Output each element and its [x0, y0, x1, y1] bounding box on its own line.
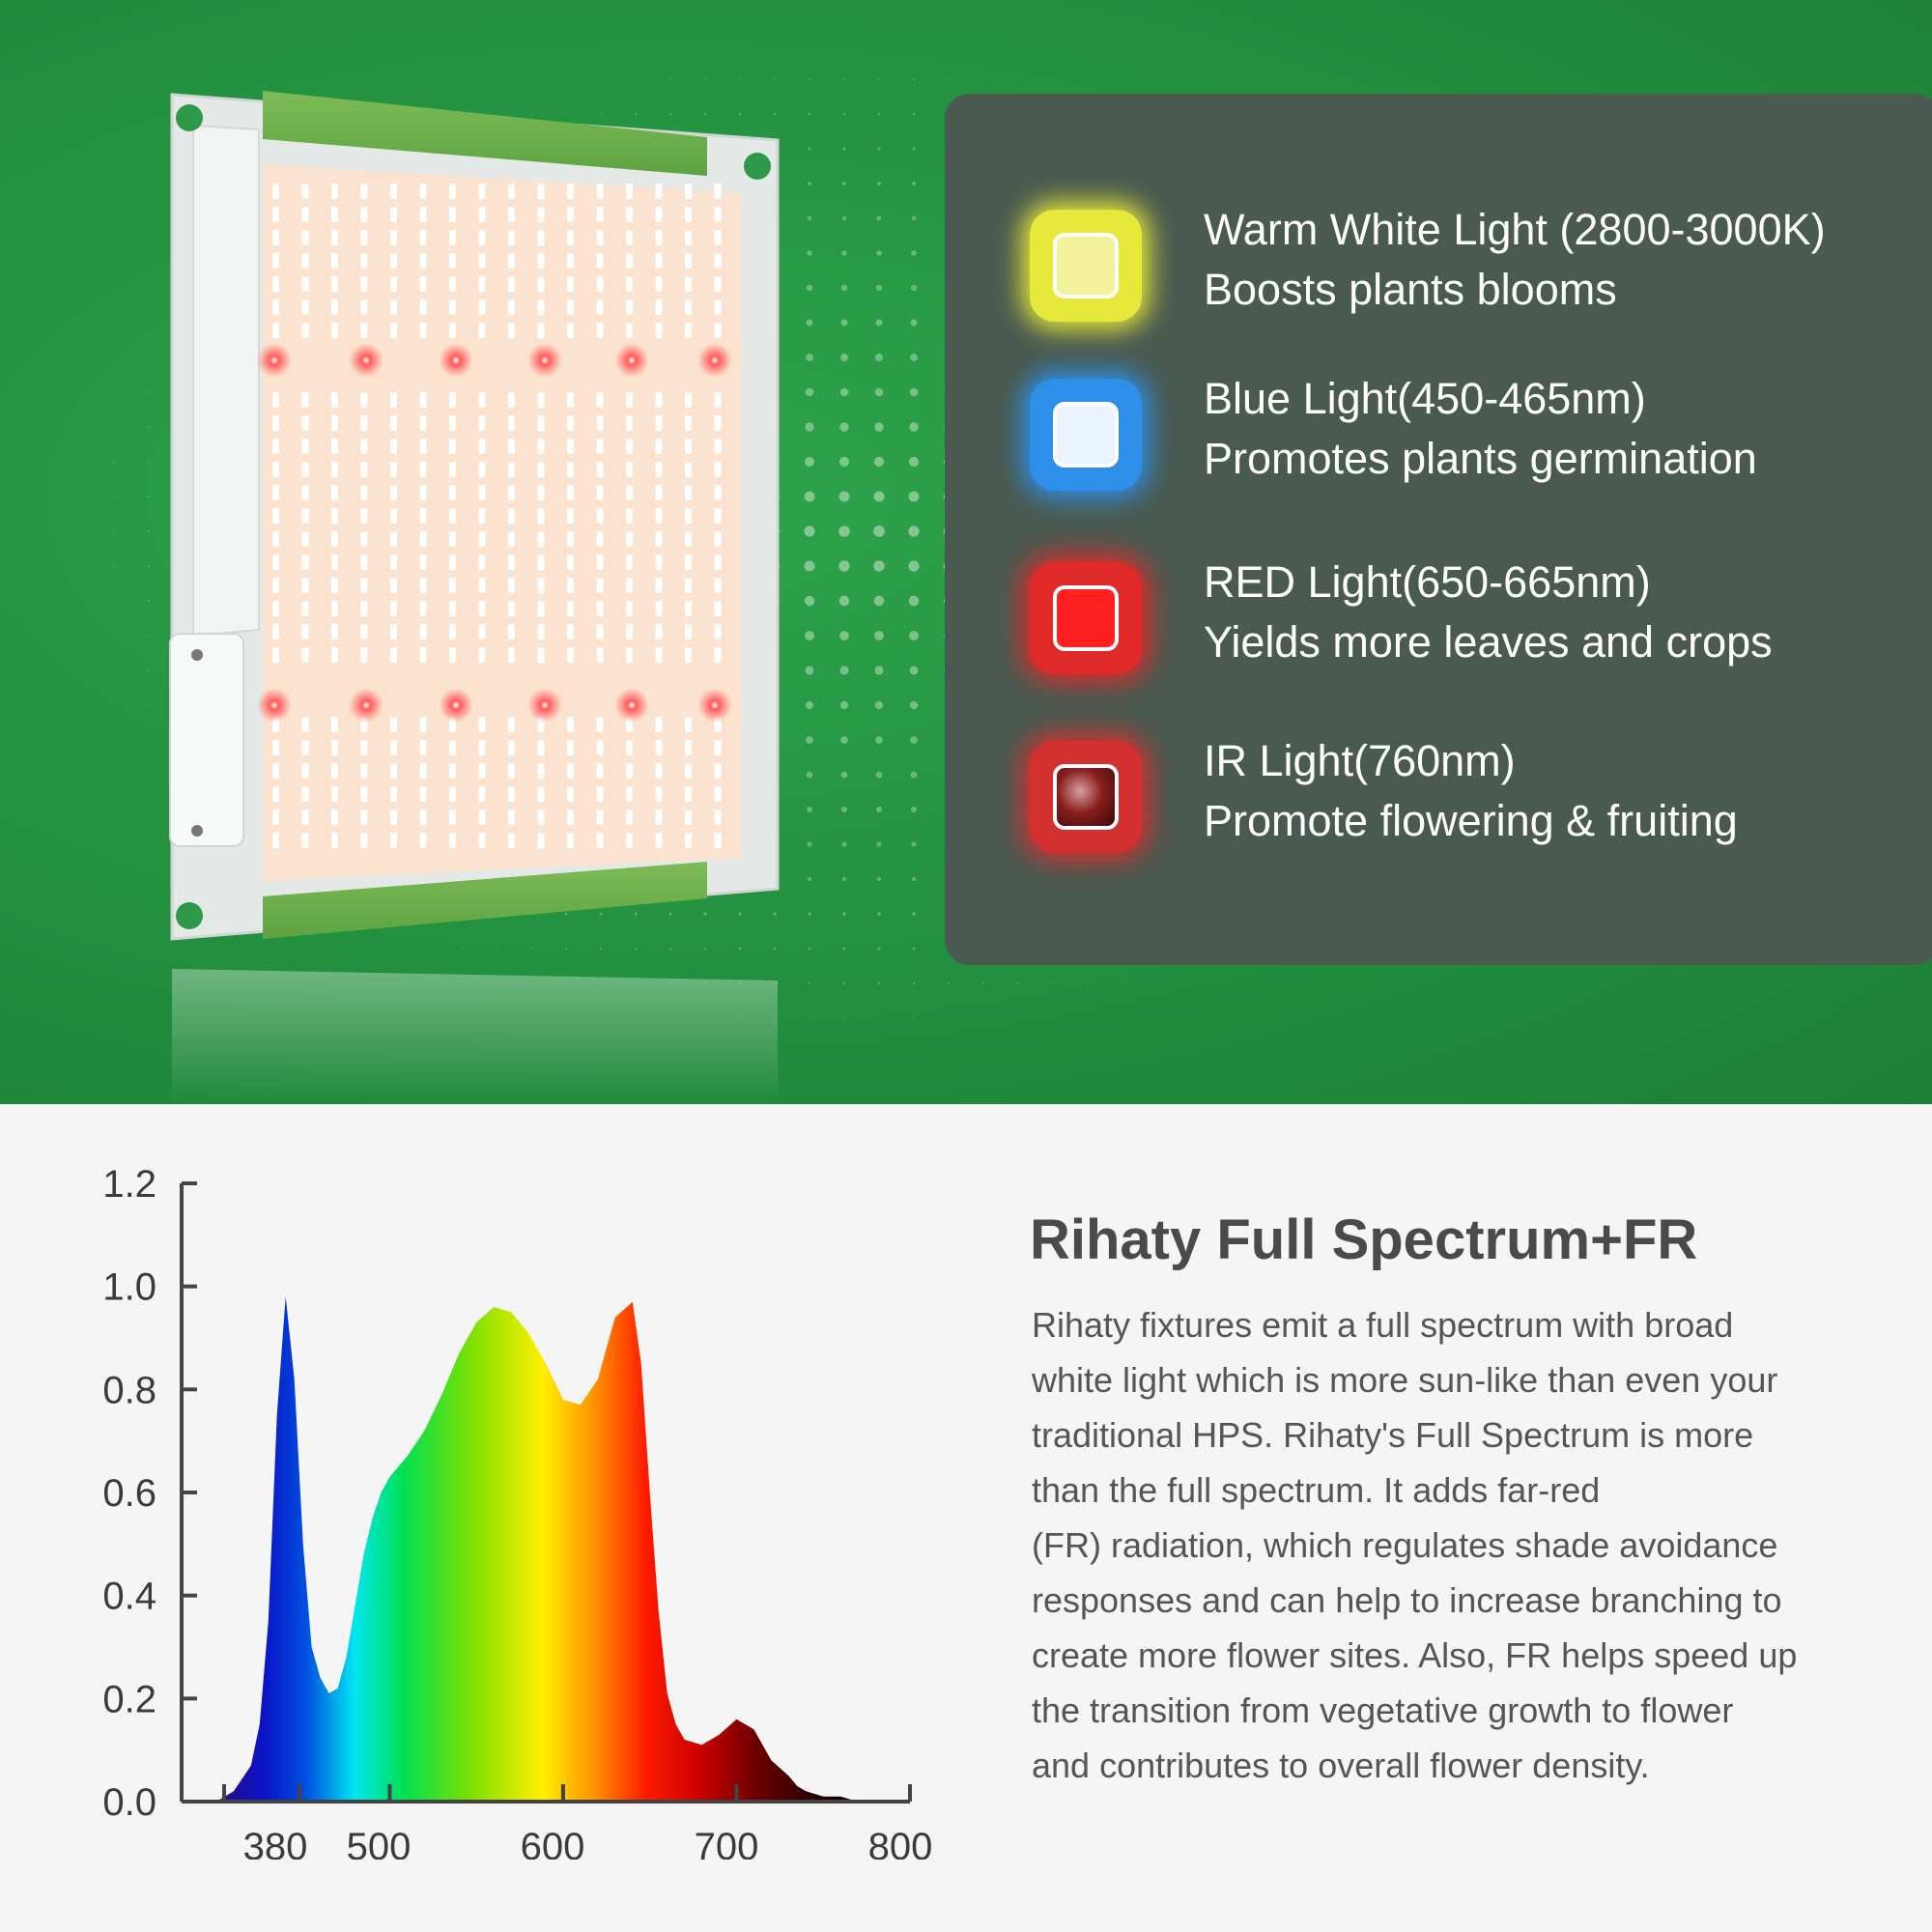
legend-title: IR Light(760nm)	[1204, 736, 1516, 785]
blue-led-icon	[1030, 379, 1142, 491]
spectrum-legend-card: Warm White Light (2800-3000K) Boosts plan…	[945, 94, 1932, 965]
legend-description: Boosts plants blooms	[1204, 265, 1617, 314]
legend-description: Yields more leaves and crops	[1204, 617, 1773, 667]
x-tick-label: 380	[243, 1826, 308, 1860]
legend-title: Warm White Light (2800-3000K)	[1204, 205, 1826, 254]
description-line: Rihaty fixtures emit a full spectrum wit…	[1032, 1305, 1734, 1345]
description-line: and contributes to overall flower densit…	[1032, 1746, 1650, 1785]
legend-item-ir: IR Light(760nm) Promote flowering & fruit…	[1030, 731, 1899, 867]
warm-white-led-icon	[1030, 210, 1142, 322]
y-tick-label: 1.2	[102, 1163, 156, 1206]
legend-description: Promote flowering & fruiting	[1204, 796, 1738, 845]
description-line: white light which is more sun-like than …	[1032, 1360, 1778, 1400]
y-tick-label: 0.6	[102, 1472, 156, 1515]
description-line: (FR) radiation, which regulates shade av…	[1032, 1525, 1778, 1565]
legend-text-blue: Blue Light(450-465nm) Promotes plants ger…	[1204, 369, 1757, 489]
grow-light-panel-image	[169, 91, 780, 1104]
x-tick-label: 800	[868, 1826, 933, 1860]
description-line: than the full spectrum. It adds far-red	[1032, 1470, 1601, 1510]
description-line: create more flower sites. Also, FR helps…	[1032, 1635, 1798, 1675]
y-tick-label: 0.8	[102, 1369, 156, 1411]
legend-description: Promotes plants germination	[1204, 434, 1757, 483]
y-tick-label: 0.2	[102, 1678, 156, 1720]
y-tick-label: 1.0	[102, 1266, 156, 1309]
legend-text-warm-white: Warm White Light (2800-3000K) Boosts plan…	[1204, 200, 1826, 320]
spectrum-chart: 0.0 0.2 0.4 0.6 0.8 1.0 1.2 380 500 600 700 800	[58, 1154, 966, 1860]
legend-item-blue: Blue Light(450-465nm) Promotes plants ger…	[1030, 369, 1899, 504]
legend-title: RED Light(650-665nm)	[1204, 557, 1651, 607]
legend-item-warm-white: Warm White Light (2800-3000K) Boosts plan…	[1030, 200, 1899, 335]
ir-led-icon	[1030, 741, 1142, 853]
description-body: Rihaty fixtures emit a full spectrum wit…	[1032, 1297, 1882, 1793]
y-tick-label: 0.0	[102, 1781, 156, 1824]
hero-banner: Warm White Light (2800-3000K) Boosts plan…	[0, 0, 1932, 1104]
description-block: Rihaty Full Spectrum+FR Rihaty fixtures …	[1030, 1208, 1882, 1793]
description-title: Rihaty Full Spectrum+FR	[1030, 1208, 1698, 1271]
description-line: responses and can help to increase branc…	[1032, 1580, 1782, 1620]
legend-item-red: RED Light(650-665nm) Yields more leaves a…	[1030, 553, 1899, 688]
x-tick-label: 500	[347, 1826, 412, 1860]
y-tick-label: 0.4	[102, 1576, 156, 1618]
legend-text-red: RED Light(650-665nm) Yields more leaves a…	[1204, 553, 1773, 672]
spectrum-chart-svg: 0.0 0.2 0.4 0.6 0.8 1.0 1.2 380 500 600 700 800	[102, 1163, 933, 1860]
description-line: the transition from vegetative growth to…	[1032, 1690, 1734, 1730]
legend-title: Blue Light(450-465nm)	[1204, 374, 1646, 423]
x-tick-label: 600	[521, 1826, 585, 1860]
spectrum-area	[215, 1296, 910, 1803]
x-tick-label: 700	[695, 1826, 759, 1860]
description-line: traditional HPS. Rihaty's Full Spectrum …	[1032, 1415, 1754, 1455]
legend-text-ir: IR Light(760nm) Promote flowering & fruit…	[1204, 731, 1738, 851]
red-led-icon	[1030, 562, 1142, 674]
